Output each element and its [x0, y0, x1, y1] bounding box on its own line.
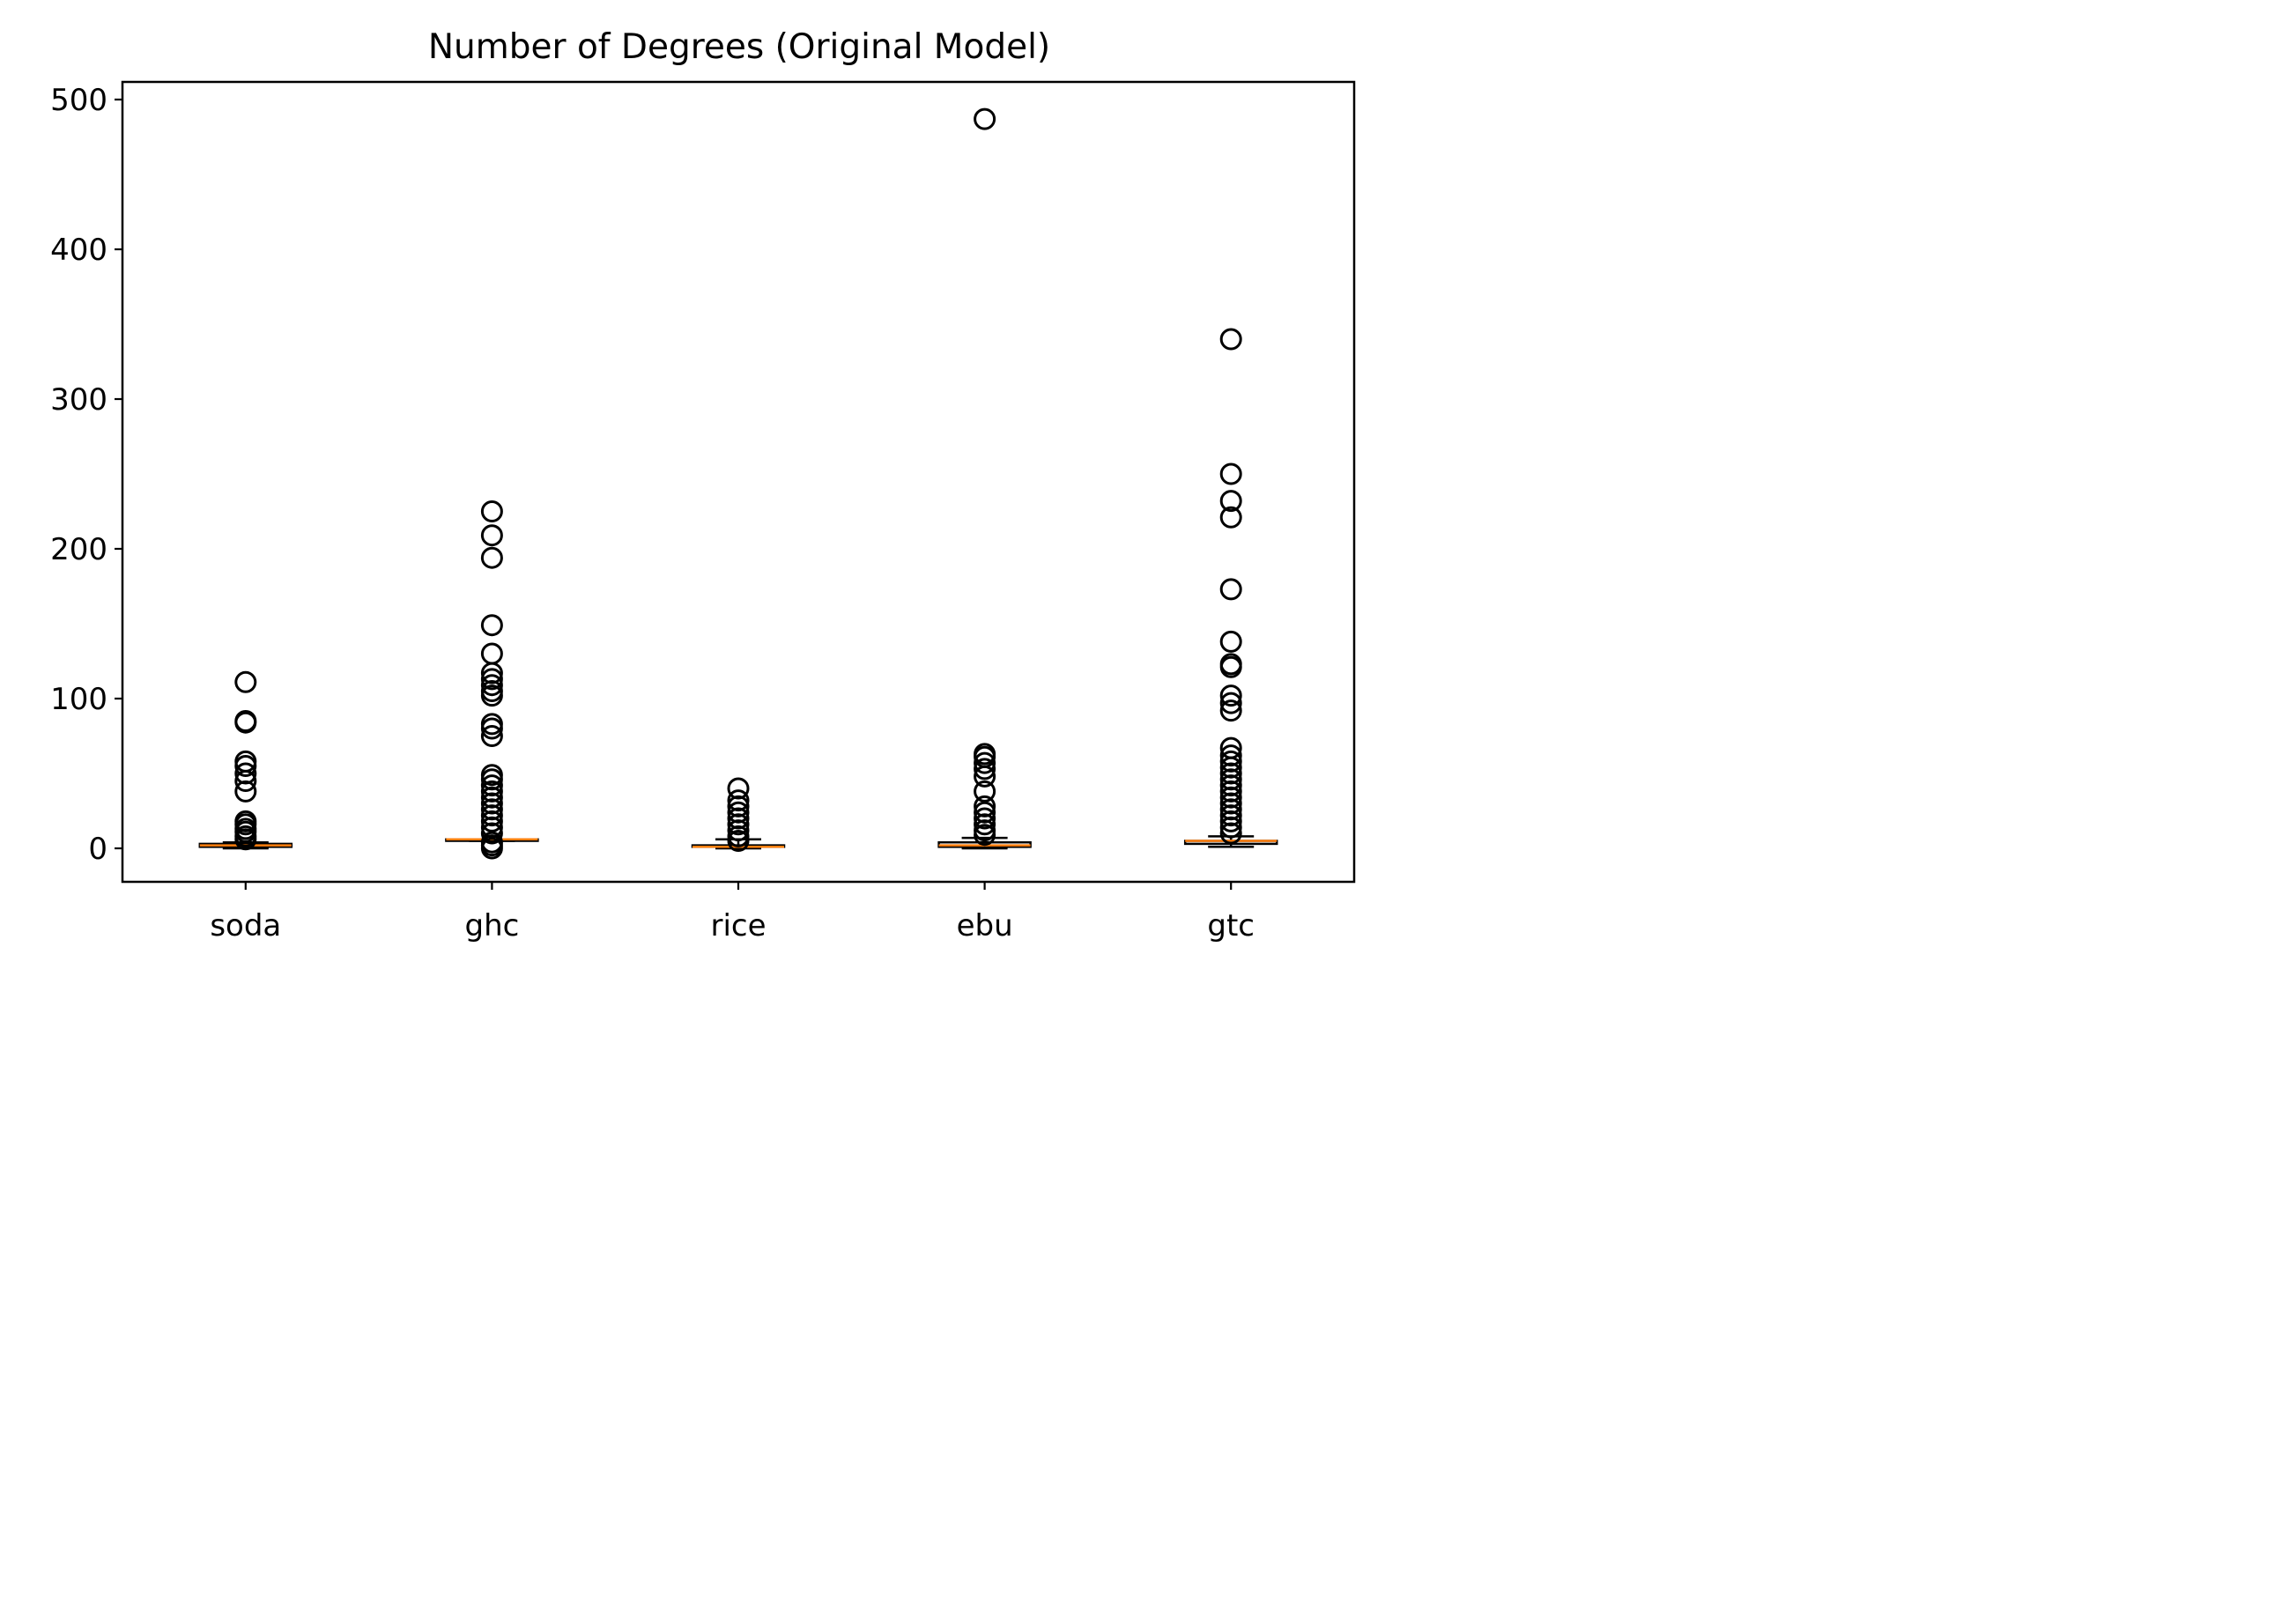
outlier-point [1219, 792, 1242, 815]
x-tick-label: rice [710, 908, 766, 943]
y-tick-label: 200 [50, 532, 107, 567]
outlier-point [1219, 822, 1242, 845]
y-tick-label: 100 [50, 682, 107, 717]
outlier-point [480, 725, 503, 747]
outlier-point [234, 762, 257, 785]
outlier-point [727, 801, 750, 824]
y-tick-label: 300 [50, 382, 107, 418]
outlier-point [1219, 490, 1242, 513]
outlier-point [234, 810, 257, 832]
outlier-point [1219, 804, 1242, 827]
outlier-point [1219, 798, 1242, 821]
outlier-point [974, 801, 996, 824]
outlier-point [1219, 750, 1242, 773]
box-group-soda [198, 670, 293, 851]
outlier-point [480, 668, 503, 691]
outlier-point [480, 792, 503, 815]
outlier-point [480, 680, 503, 702]
outlier-point [480, 798, 503, 821]
plot-marks [198, 107, 1278, 860]
outlier-point [727, 825, 750, 847]
outlier-point [974, 807, 996, 830]
outlier-point [727, 777, 750, 800]
outlier-point [974, 751, 996, 774]
outlier-point [1219, 699, 1242, 722]
outlier-point [974, 743, 996, 766]
y-tick-label: 500 [50, 83, 107, 118]
y-tick-label: 0 [88, 832, 107, 867]
outlier-point [974, 819, 996, 842]
box-group-gtc [1183, 328, 1278, 848]
outlier-point [480, 713, 503, 736]
outlier-point [480, 614, 503, 637]
outlier-point [480, 810, 503, 832]
outlier-point [727, 789, 750, 812]
outlier-point [480, 774, 503, 797]
outlier-point [1219, 328, 1242, 351]
outlier-point [1219, 692, 1242, 714]
outlier-point [727, 813, 750, 836]
outlier-point [1219, 684, 1242, 707]
outlier-point [1219, 506, 1242, 529]
box-plot-chart: Number of Degrees (Original Model) 0 100 2… [50, 27, 1356, 943]
box-group-ebu [937, 107, 1032, 850]
outlier-point [480, 780, 503, 803]
outlier-point [1219, 762, 1242, 785]
outlier-point [480, 831, 503, 854]
outlier-point [234, 750, 257, 773]
outlier-point [974, 780, 996, 803]
y-tick-label: 400 [50, 233, 107, 268]
outlier-point [974, 758, 996, 781]
outlier-point [1219, 630, 1242, 653]
outlier-point [1219, 578, 1242, 601]
outlier-point [1219, 810, 1242, 832]
outlier-point [234, 710, 257, 732]
outlier-point [480, 642, 503, 665]
outlier-point [974, 795, 996, 818]
outlier-point [480, 546, 503, 569]
outlier-point [727, 807, 750, 830]
chart-title: Number of Degrees (Original Model) [428, 27, 1050, 67]
outlier-point [234, 670, 257, 693]
outlier-point [480, 816, 503, 839]
outlier-point [1219, 780, 1242, 803]
outlier-point [727, 819, 750, 842]
x-tick-label: gtc [1207, 908, 1255, 943]
outlier-point [1219, 768, 1242, 791]
outlier-point [480, 764, 503, 787]
outlier-point [480, 500, 503, 522]
box-group-ghc [445, 500, 539, 860]
x-tick-label: ebu [957, 908, 1013, 943]
outlier-point [1219, 653, 1242, 676]
outlier-point [1219, 736, 1242, 759]
box-group-rice [691, 777, 786, 852]
outlier-point [1219, 744, 1242, 767]
outlier-point [234, 780, 257, 803]
outlier-point [727, 795, 750, 818]
x-axis: soda ghc rice ebu gtc [210, 882, 1255, 943]
plot-frame [121, 80, 1356, 884]
outlier-point [480, 822, 503, 845]
x-tick-label: ghc [464, 908, 519, 943]
outlier-point [1219, 462, 1242, 485]
y-axis: 0 100 200 300 400 500 [50, 83, 122, 867]
outlier-point [480, 674, 503, 697]
x-tick-label: soda [210, 908, 281, 943]
outlier-point [480, 804, 503, 827]
outlier-point [974, 107, 996, 130]
outlier-point [974, 813, 996, 836]
outlier-point [1219, 774, 1242, 797]
outlier-point [1219, 786, 1242, 809]
outlier-point [1219, 816, 1242, 839]
outlier-point [480, 524, 503, 547]
outlier-point [480, 786, 503, 809]
